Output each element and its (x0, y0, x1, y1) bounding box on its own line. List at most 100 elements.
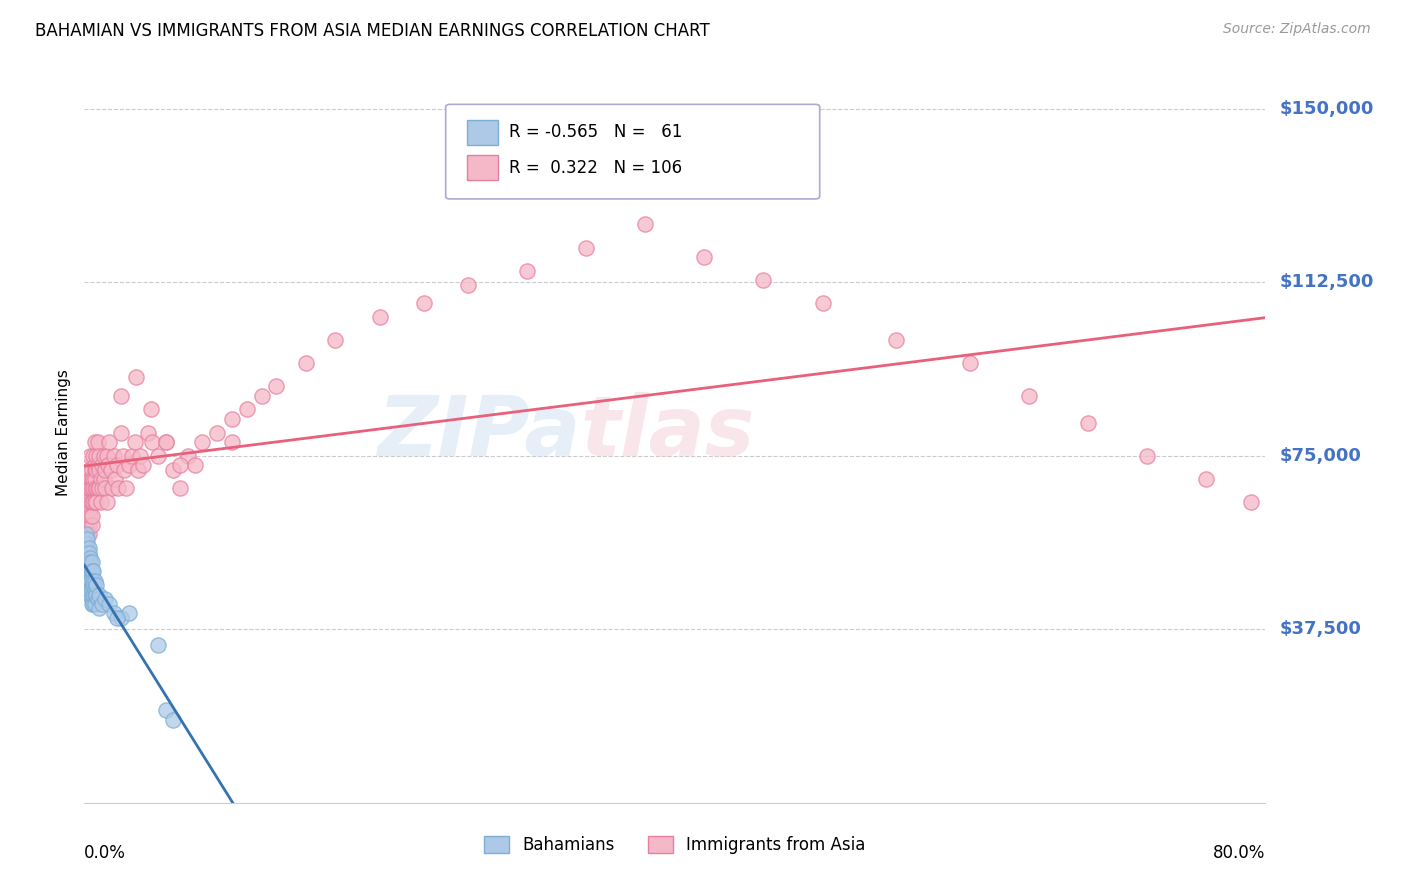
Point (1195, 472, 1218, 486)
Point (77, 518, 100, 533)
Point (80, 569, 103, 583)
Text: ZIPa: ZIPa (377, 392, 581, 473)
Point (80, 518, 103, 533)
Point (80, 578, 103, 592)
Point (77, 527, 100, 541)
Point (886, 333, 908, 347)
Point (148, 639, 170, 653)
Point (79, 555, 101, 569)
Point (83, 588, 105, 602)
Point (98, 597, 121, 611)
Point (90, 495, 112, 509)
Point (124, 434, 146, 449)
Point (77, 462, 100, 476)
Point (77, 555, 100, 569)
Point (83, 472, 105, 486)
Point (77, 481, 100, 495)
Point (79, 449, 101, 463)
Text: BAHAMIAN VS IMMIGRANTS FROM ASIA MEDIAN EARNINGS CORRELATION CHART: BAHAMIAN VS IMMIGRANTS FROM ASIA MEDIAN … (35, 22, 710, 40)
Point (77, 565, 100, 579)
Point (1240, 495, 1263, 509)
Point (84, 449, 107, 463)
Point (76, 536, 98, 550)
Point (76, 555, 98, 569)
Point (79, 578, 101, 592)
Point (1018, 388, 1040, 402)
Point (191, 434, 214, 449)
Point (693, 250, 716, 264)
Point (76, 574, 98, 588)
Point (155, 434, 177, 449)
Point (155, 703, 177, 717)
Point (136, 425, 159, 440)
Point (114, 481, 136, 495)
Point (80, 597, 103, 611)
Point (79, 495, 101, 509)
Text: 80.0%: 80.0% (1213, 844, 1265, 862)
Point (84, 588, 107, 602)
Point (1077, 417, 1099, 431)
Point (87, 481, 111, 495)
Point (76, 546, 98, 560)
Point (76, 546, 98, 560)
Point (80, 565, 103, 579)
Point (80, 481, 103, 495)
Point (82, 597, 104, 611)
Point (121, 449, 143, 463)
Point (148, 449, 170, 463)
Point (80, 582, 103, 597)
Point (129, 449, 152, 463)
Point (169, 458, 191, 472)
Point (90, 472, 112, 486)
Point (811, 296, 834, 310)
Point (100, 462, 122, 476)
Point (84, 462, 107, 476)
Point (118, 458, 141, 472)
Point (94, 462, 117, 476)
Point (82, 481, 104, 495)
Point (457, 277, 479, 292)
Point (77, 541, 100, 556)
Point (83, 481, 105, 495)
Point (96, 495, 118, 509)
Point (110, 425, 132, 440)
Text: $37,500: $37,500 (1279, 620, 1361, 639)
Point (77, 559, 100, 574)
Point (98, 434, 121, 449)
Point (79, 472, 101, 486)
Text: 0.0%: 0.0% (84, 844, 127, 862)
Text: R =  0.322   N = 106: R = 0.322 N = 106 (509, 159, 682, 177)
Point (76, 527, 98, 541)
Legend: Bahamians, Immigrants from Asia: Bahamians, Immigrants from Asia (478, 830, 872, 861)
Point (75, 518, 97, 533)
Point (82, 578, 104, 592)
Point (93, 449, 115, 463)
Point (83, 582, 105, 597)
Point (83, 458, 105, 472)
Point (80, 592, 103, 607)
Point (75, 541, 97, 556)
Point (575, 240, 598, 255)
Point (236, 402, 259, 417)
Point (155, 434, 177, 449)
Point (91, 481, 114, 495)
Point (103, 449, 125, 463)
Point (110, 388, 132, 402)
Point (84, 495, 107, 509)
Point (221, 434, 243, 449)
Point (104, 472, 127, 486)
Point (110, 610, 132, 624)
Point (80, 565, 103, 579)
Point (105, 610, 128, 624)
Point (80, 462, 103, 476)
Point (79, 582, 101, 597)
Point (79, 574, 101, 588)
Point (91, 597, 114, 611)
Point (77, 550, 100, 565)
Point (76, 532, 98, 546)
Point (959, 356, 981, 370)
Point (94, 592, 117, 607)
Point (368, 310, 391, 324)
Point (207, 425, 229, 440)
Point (91, 458, 114, 472)
